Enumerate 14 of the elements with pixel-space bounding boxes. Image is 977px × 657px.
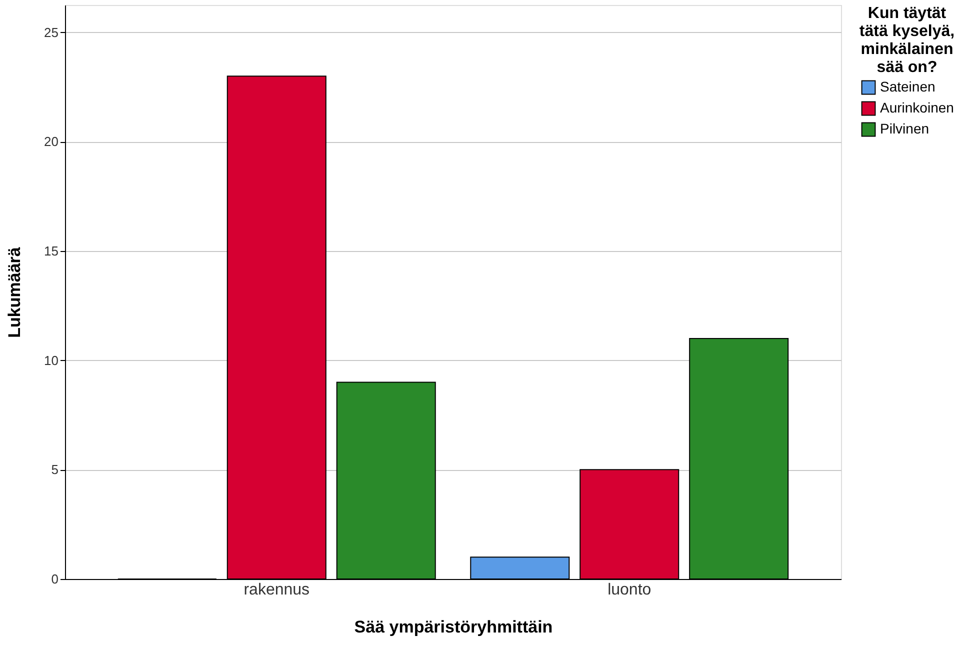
x-tick-label: rakennus (244, 582, 310, 598)
y-axis-title: Lukumäärä (5, 246, 24, 338)
legend-label: Aurinkoinen (880, 100, 954, 116)
y-tick-label: 15 (44, 244, 58, 258)
legend-title: Kun täytät tätä kyselyä, minkälainen sää on? (859, 5, 955, 76)
x-tick-label: luonto (608, 582, 652, 598)
legend-label: Sateinen (880, 78, 936, 94)
y-tick-label: 10 (44, 352, 58, 368)
y-tick-label: 25 (44, 24, 58, 40)
y-tick-label: 0 (51, 572, 58, 586)
legend-label: Pilvinen (880, 120, 930, 136)
y-tick-label: 20 (44, 134, 58, 150)
y-tick-label: 5 (51, 462, 58, 478)
x-axis-title: Sää ympäristöryhmittäin (354, 618, 553, 636)
